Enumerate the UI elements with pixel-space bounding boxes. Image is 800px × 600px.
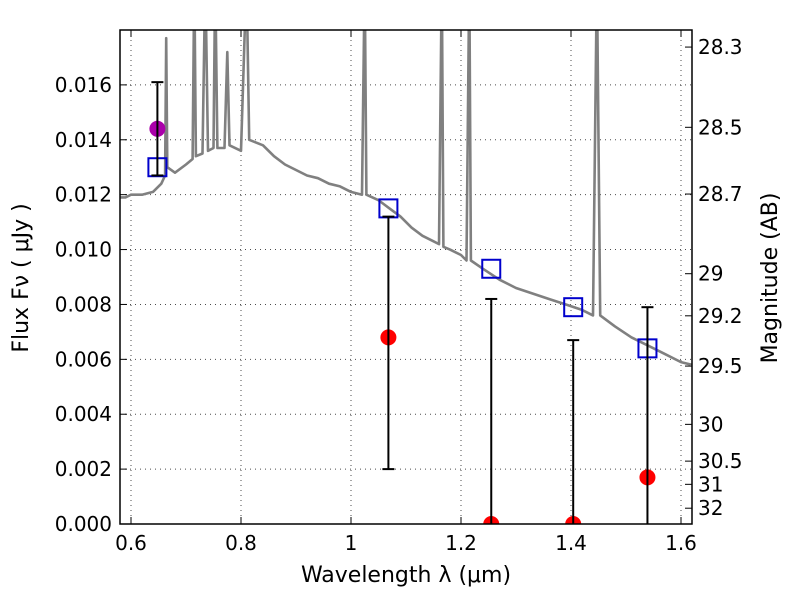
x-axis-title: Wavelength λ (μm) xyxy=(301,563,511,588)
y-tick-label: 0.006 xyxy=(55,347,112,371)
y-axis-right-title: Magnitude (AB) xyxy=(758,193,783,364)
y-tick-label: 0.002 xyxy=(55,457,112,481)
mag-tick-label: 29.5 xyxy=(698,354,743,378)
mag-tick-label: 28.5 xyxy=(698,115,743,139)
y-tick-label: 0.000 xyxy=(55,512,112,536)
mag-tick-label: 30 xyxy=(698,412,723,436)
plot-area xyxy=(120,30,692,524)
y-tick-label: 0.016 xyxy=(55,73,112,97)
y-tick-label: 0.008 xyxy=(55,292,112,316)
mag-tick-label: 28.3 xyxy=(698,35,743,59)
grid xyxy=(120,30,692,524)
x-tick-label: 1 xyxy=(345,531,358,555)
y-tick-label: 0.004 xyxy=(55,402,112,426)
model-photometry-point xyxy=(563,297,584,318)
clipped-series xyxy=(120,30,692,524)
axis-ticks: 0.6 0.8 1 1.2 1.4 1.6 0.000 0.002 0.004 0.006 0.00… xyxy=(55,30,743,555)
y-axis-title: Flux Fν ( μJy ) xyxy=(9,203,34,352)
y-tick-label: 0.012 xyxy=(55,183,112,207)
x-tick-label: 1.2 xyxy=(445,531,477,555)
mag-tick-label: 30.5 xyxy=(698,449,743,473)
mag-tick-label: 29.2 xyxy=(698,304,743,328)
plot-frame xyxy=(119,29,693,525)
y-tick-label: 0.010 xyxy=(55,238,112,262)
y-tick-label: 0.014 xyxy=(55,128,112,152)
mag-tick-label: 31 xyxy=(698,472,723,496)
model-photometry-point xyxy=(481,258,502,279)
x-tick-label: 1.4 xyxy=(555,531,587,555)
x-tick-label: 1.6 xyxy=(665,531,697,555)
mag-tick-label: 32 xyxy=(698,496,723,520)
mag-tick-label: 28.7 xyxy=(698,182,743,206)
x-tick-label: 0.8 xyxy=(225,531,257,555)
mag-tick-label: 29 xyxy=(698,262,723,286)
x-tick-label: 0.6 xyxy=(115,531,147,555)
spectrum-line xyxy=(120,30,692,367)
